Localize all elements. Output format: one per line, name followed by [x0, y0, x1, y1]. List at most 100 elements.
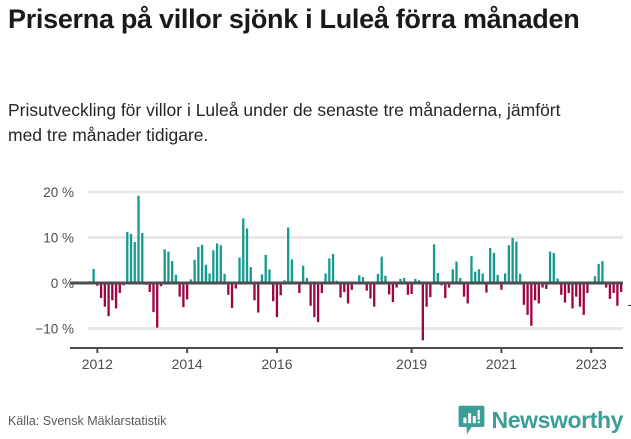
x-axis-tick-label: 2023	[576, 356, 607, 372]
chart-bar	[234, 283, 237, 289]
chart-bar	[425, 283, 428, 307]
chart-bar	[548, 251, 552, 283]
chart-bar	[605, 283, 608, 288]
chart-bar	[230, 283, 234, 309]
chart-bar	[358, 275, 361, 283]
chart-bar	[522, 283, 526, 305]
chart-bar	[399, 278, 402, 283]
chart-bar	[489, 247, 492, 283]
chart-bar	[272, 283, 275, 302]
chart-bar	[432, 244, 436, 283]
chart-bar	[507, 245, 511, 283]
chart-bar	[477, 269, 481, 283]
chart-bar	[556, 278, 559, 283]
chart-bar	[582, 283, 585, 315]
chart-bar	[242, 218, 245, 283]
chart-bar	[152, 283, 155, 313]
chart-bar	[455, 261, 458, 283]
chart-bar	[541, 283, 544, 288]
chart-bar	[350, 283, 353, 290]
chart-bar	[324, 273, 327, 283]
chart-bar	[601, 261, 604, 283]
x-axis-tick-label: 2021	[486, 356, 517, 372]
chart-bar	[215, 243, 219, 283]
chart-bar	[268, 269, 271, 283]
chart-bar	[133, 242, 136, 283]
chart-bar	[451, 269, 454, 283]
chart-bar	[462, 283, 466, 297]
chart-bar	[365, 283, 368, 291]
chart-bar	[410, 283, 413, 294]
chart-bar	[384, 275, 387, 283]
chart-bar	[103, 283, 106, 307]
chart-bar	[264, 254, 267, 283]
chart-bar	[118, 283, 121, 294]
chart-bar	[406, 283, 410, 295]
y-axis-tick-label: 10 %	[43, 231, 74, 246]
chart-bar	[459, 278, 462, 283]
chart-bar	[612, 283, 615, 294]
y-axis-tick-label: 20 %	[43, 185, 74, 200]
chart-bar	[219, 245, 222, 283]
chart-bar	[391, 283, 395, 303]
chart-bar	[301, 265, 305, 283]
chart-bar	[571, 283, 574, 309]
chart-bar	[339, 283, 342, 298]
speech-bubble-bar-chart-icon	[458, 405, 484, 435]
chart-bar	[518, 273, 522, 283]
y-axis-tick-label: −10 %	[35, 322, 74, 337]
chart-bar	[492, 252, 496, 283]
chart-bar	[148, 283, 151, 293]
chart-bar	[279, 283, 282, 296]
chart-bar	[586, 283, 589, 294]
chart-bar	[511, 237, 514, 283]
chart-bar	[331, 253, 335, 283]
chart-bar	[260, 274, 264, 283]
chart-bar	[167, 251, 170, 283]
chart-bar	[533, 283, 537, 301]
chart-bar	[141, 232, 144, 283]
chart-bar	[530, 283, 533, 326]
chart-bar	[343, 283, 346, 293]
bar-chart: −10 % 0 % 10 % 20 % 2012 2014 2016 2019 2021 2023…	[0, 176, 631, 376]
chart-bar	[395, 283, 398, 288]
chart-bar	[111, 283, 114, 301]
chart-bar	[537, 283, 540, 304]
chart-bar	[481, 273, 484, 283]
chart-bar	[257, 283, 260, 313]
chart-bar	[376, 273, 380, 283]
chart-bar	[129, 233, 133, 283]
chart-bar	[545, 283, 548, 289]
chart-bar	[275, 283, 279, 318]
chart-bar	[185, 283, 189, 300]
chart-bar	[223, 273, 226, 283]
chart-bar	[189, 279, 193, 283]
x-axis-tick-label: 2012	[82, 356, 113, 372]
chart-bar	[597, 263, 600, 283]
chart-bar	[619, 283, 623, 293]
chart-bar	[575, 283, 578, 297]
chart-bar	[253, 283, 256, 301]
chart-bar	[249, 267, 252, 283]
value-annotation: −2 %	[627, 297, 631, 313]
y-axis-tick-label: 0 %	[51, 276, 74, 291]
page-title: Priserna på villor sjönk i Luleå förra m…	[8, 4, 580, 34]
chart-bar	[373, 283, 376, 307]
chart-bar	[171, 261, 174, 283]
chart-bar	[616, 283, 619, 306]
chart-bar	[361, 277, 365, 283]
chart-bar	[114, 283, 118, 309]
page-subtitle: Prisutveckling för villor i Luleå under …	[8, 100, 561, 145]
chart-bar	[608, 283, 612, 299]
chart-bar	[552, 252, 555, 283]
chart-bar	[92, 268, 95, 283]
chart-bar	[159, 283, 163, 287]
chart-bar	[178, 283, 181, 297]
chart-svg: −10 % 0 % 10 % 20 % 2012 2014 2016 2019 2021 2023…	[35, 185, 631, 372]
chart-bar	[346, 283, 350, 304]
x-axis-tick-label: 2014	[172, 356, 203, 372]
chart-bar	[305, 278, 309, 283]
chart-bar	[200, 244, 204, 283]
chart-bar	[163, 249, 166, 283]
